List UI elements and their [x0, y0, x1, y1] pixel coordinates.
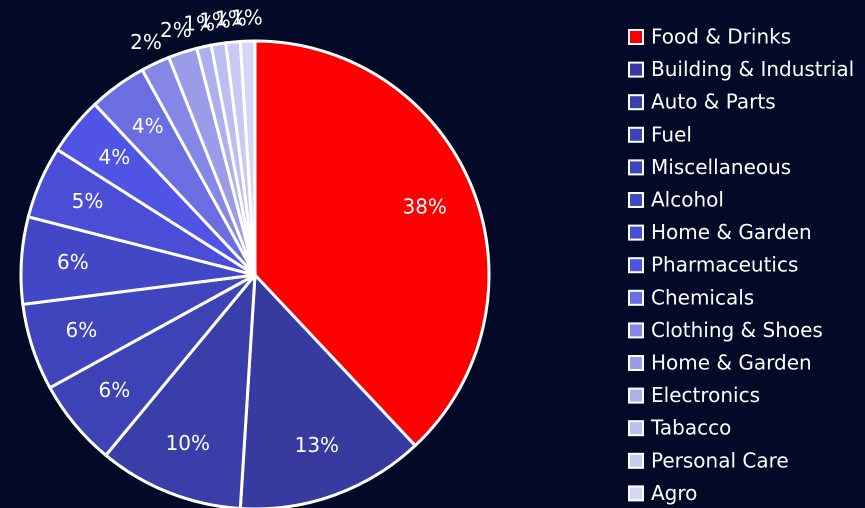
legend-swatch — [628, 485, 644, 502]
data-label: 6% — [98, 378, 130, 402]
pie-slice — [253, 39, 491, 448]
legend-swatch — [628, 159, 644, 176]
legend-label: Home & Garden — [651, 220, 812, 244]
data-label: 38% — [402, 194, 446, 218]
legend-label: Chemicals — [651, 285, 754, 309]
data-label: 2% — [160, 18, 192, 42]
data-label: 1% — [215, 7, 247, 31]
legend-label: Auto & Parts — [651, 90, 776, 114]
data-label: 6% — [57, 250, 89, 274]
legend-swatch — [628, 61, 644, 78]
legend-label: Fuel — [651, 122, 692, 146]
legend-swatch — [628, 192, 644, 208]
legend-swatch — [628, 289, 644, 306]
data-label: 1% — [183, 12, 215, 36]
legend-label: Alcohol — [651, 188, 724, 212]
data-label: 2% — [130, 30, 162, 54]
legend-swatch — [628, 322, 644, 339]
legend-label: Home & Garden — [651, 351, 812, 375]
data-label: 10% — [166, 431, 210, 455]
data-label: 1% — [199, 9, 231, 33]
legend-swatch — [628, 355, 644, 371]
data-label: 6% — [66, 318, 98, 342]
pie-slice — [238, 271, 418, 508]
legend-swatch — [628, 452, 644, 469]
legend-label: Clothing & Shoes — [651, 318, 823, 342]
legend-swatch — [628, 257, 644, 274]
pie-slice — [238, 39, 257, 276]
legend-swatch — [628, 29, 644, 45]
legend-label: Personal Care — [651, 448, 789, 472]
legend-swatch — [628, 387, 644, 404]
legend-label: Electronics — [651, 383, 760, 407]
legend-label: Miscellaneous — [651, 155, 791, 179]
data-label: 1% — [231, 6, 263, 30]
legend-swatch — [628, 126, 644, 143]
legend-swatch — [628, 420, 644, 437]
legend-swatch — [628, 224, 644, 241]
legend-label: Tabacco — [650, 416, 731, 440]
legend-label: Building & Industrial — [651, 57, 854, 81]
data-label: 13% — [295, 433, 339, 457]
data-label: 4% — [98, 145, 130, 169]
legend-label: Food & Drinks — [651, 25, 791, 49]
data-label: 5% — [72, 189, 104, 213]
legend-label: Agro — [651, 481, 697, 505]
legend-swatch — [628, 94, 644, 111]
data-label: 4% — [132, 114, 164, 138]
legend-label: Pharmaceutics — [651, 253, 798, 277]
